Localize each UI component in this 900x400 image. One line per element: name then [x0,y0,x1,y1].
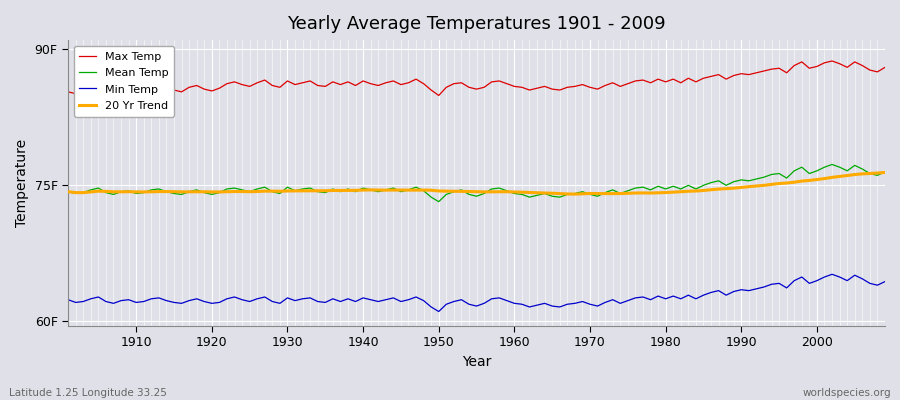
Min Temp [517,302,527,307]
Min Temp [63,297,74,302]
Mean Temp [290,188,301,193]
Max Temp [879,65,890,70]
Mean Temp [335,189,346,194]
Max Temp [335,82,346,87]
Min Temp [433,309,444,314]
Mean Temp [608,188,618,192]
Min Temp [123,297,134,302]
Max Temp [509,84,520,89]
20 Yr Trend [879,170,890,175]
20 Yr Trend [570,192,580,196]
Line: Mean Temp: Mean Temp [68,164,885,202]
Mean Temp [879,169,890,174]
Max Temp [827,58,838,63]
Line: Min Temp: Min Temp [68,274,885,312]
Line: 20 Yr Trend: 20 Yr Trend [68,172,885,194]
X-axis label: Year: Year [462,355,491,369]
Mean Temp [827,162,838,167]
Max Temp [517,85,527,90]
Min Temp [335,299,346,304]
Max Temp [63,90,74,94]
Min Temp [827,272,838,277]
Mean Temp [509,191,520,196]
20 Yr Trend [63,189,74,194]
Mean Temp [123,188,134,193]
Mean Temp [63,189,74,194]
Mean Temp [517,192,527,197]
20 Yr Trend [123,189,134,194]
Min Temp [608,297,618,302]
20 Yr Trend [335,188,346,193]
Min Temp [879,279,890,284]
Legend: Max Temp, Mean Temp, Min Temp, 20 Yr Trend: Max Temp, Mean Temp, Min Temp, 20 Yr Tre… [74,46,174,116]
20 Yr Trend [501,189,512,194]
Text: worldspecies.org: worldspecies.org [803,388,891,398]
Mean Temp [433,199,444,204]
20 Yr Trend [290,188,301,193]
Max Temp [608,80,618,85]
Max Temp [290,82,301,87]
Max Temp [123,87,134,92]
20 Yr Trend [608,191,618,196]
Min Temp [509,301,520,306]
Y-axis label: Temperature: Temperature [15,139,29,227]
Line: Max Temp: Max Temp [68,61,885,96]
Min Temp [290,298,301,303]
20 Yr Trend [509,190,520,194]
Text: Latitude 1.25 Longitude 33.25: Latitude 1.25 Longitude 33.25 [9,388,166,398]
Max Temp [433,93,444,98]
Title: Yearly Average Temperatures 1901 - 2009: Yearly Average Temperatures 1901 - 2009 [287,15,666,33]
